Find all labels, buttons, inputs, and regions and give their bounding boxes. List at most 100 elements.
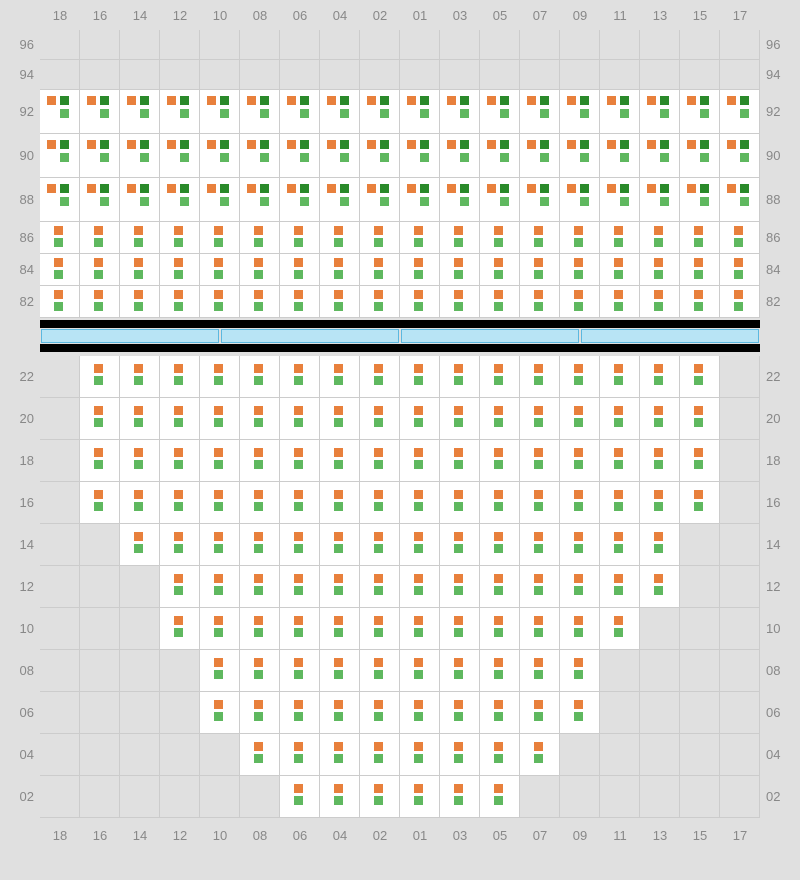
seat-cell[interactable] xyxy=(400,254,440,286)
seat-cell[interactable] xyxy=(520,90,560,134)
seat-cell[interactable] xyxy=(440,524,480,566)
seat-cell[interactable] xyxy=(280,178,320,222)
seat-cell[interactable] xyxy=(240,608,280,650)
seat-cell[interactable] xyxy=(280,608,320,650)
seat-cell[interactable] xyxy=(520,734,560,776)
seat-cell[interactable] xyxy=(240,398,280,440)
seat-cell[interactable] xyxy=(440,286,480,318)
seat-cell[interactable] xyxy=(560,650,600,692)
seat-cell[interactable] xyxy=(360,134,400,178)
seat-cell[interactable] xyxy=(680,440,720,482)
seat-cell[interactable] xyxy=(200,134,240,178)
seat-cell[interactable] xyxy=(400,398,440,440)
seat-cell[interactable] xyxy=(560,692,600,734)
seat-cell[interactable] xyxy=(360,356,400,398)
seat-cell[interactable] xyxy=(600,608,640,650)
seat-cell[interactable] xyxy=(360,482,400,524)
seat-cell[interactable] xyxy=(200,482,240,524)
seat-cell[interactable] xyxy=(240,286,280,318)
seat-cell[interactable] xyxy=(120,254,160,286)
seat-cell[interactable] xyxy=(440,776,480,818)
seat-cell[interactable] xyxy=(240,482,280,524)
seat-cell[interactable] xyxy=(280,254,320,286)
seat-cell[interactable] xyxy=(480,524,520,566)
seat-cell[interactable] xyxy=(560,286,600,318)
seat-cell[interactable] xyxy=(480,692,520,734)
seat-cell[interactable] xyxy=(440,734,480,776)
seat-cell[interactable] xyxy=(40,222,80,254)
seat-cell[interactable] xyxy=(440,566,480,608)
seat-cell[interactable] xyxy=(520,356,560,398)
seat-cell[interactable] xyxy=(80,178,120,222)
seat-cell[interactable] xyxy=(560,482,600,524)
seat-cell[interactable] xyxy=(640,524,680,566)
seat-cell[interactable] xyxy=(120,356,160,398)
seat-cell[interactable] xyxy=(520,650,560,692)
seat-cell[interactable] xyxy=(360,178,400,222)
seat-cell[interactable] xyxy=(520,440,560,482)
seat-cell[interactable] xyxy=(160,286,200,318)
seat-cell[interactable] xyxy=(360,734,400,776)
seat-cell[interactable] xyxy=(640,398,680,440)
seat-cell[interactable] xyxy=(560,254,600,286)
seat-cell[interactable] xyxy=(80,222,120,254)
seat-cell[interactable] xyxy=(560,356,600,398)
seat-cell[interactable] xyxy=(440,692,480,734)
seat-cell[interactable] xyxy=(440,254,480,286)
seat-cell[interactable] xyxy=(360,286,400,318)
seat-cell[interactable] xyxy=(600,356,640,398)
seat-cell[interactable] xyxy=(320,254,360,286)
seat-cell[interactable] xyxy=(720,286,760,318)
seat-cell[interactable] xyxy=(680,178,720,222)
seat-cell[interactable] xyxy=(280,90,320,134)
seat-cell[interactable] xyxy=(480,440,520,482)
seat-cell[interactable] xyxy=(280,650,320,692)
seat-cell[interactable] xyxy=(200,222,240,254)
seat-cell[interactable] xyxy=(400,566,440,608)
seat-cell[interactable] xyxy=(360,776,400,818)
seat-cell[interactable] xyxy=(280,734,320,776)
seat-cell[interactable] xyxy=(680,134,720,178)
seat-cell[interactable] xyxy=(640,286,680,318)
seat-cell[interactable] xyxy=(680,254,720,286)
seat-cell[interactable] xyxy=(240,178,280,222)
seat-cell[interactable] xyxy=(320,566,360,608)
seat-cell[interactable] xyxy=(240,222,280,254)
seat-cell[interactable] xyxy=(640,90,680,134)
seat-cell[interactable] xyxy=(480,254,520,286)
seat-cell[interactable] xyxy=(680,356,720,398)
seat-cell[interactable] xyxy=(400,734,440,776)
seat-cell[interactable] xyxy=(320,524,360,566)
seat-cell[interactable] xyxy=(640,566,680,608)
seat-cell[interactable] xyxy=(400,90,440,134)
seat-cell[interactable] xyxy=(360,398,400,440)
seat-cell[interactable] xyxy=(360,440,400,482)
seat-cell[interactable] xyxy=(160,90,200,134)
seat-cell[interactable] xyxy=(120,90,160,134)
seat-cell[interactable] xyxy=(480,608,520,650)
seat-cell[interactable] xyxy=(120,482,160,524)
seat-cell[interactable] xyxy=(640,134,680,178)
seat-cell[interactable] xyxy=(440,90,480,134)
seat-cell[interactable] xyxy=(480,734,520,776)
seat-cell[interactable] xyxy=(40,286,80,318)
seat-cell[interactable] xyxy=(80,134,120,178)
seat-cell[interactable] xyxy=(40,178,80,222)
seat-cell[interactable] xyxy=(360,524,400,566)
seat-cell[interactable] xyxy=(440,398,480,440)
seat-cell[interactable] xyxy=(480,650,520,692)
seat-cell[interactable] xyxy=(560,440,600,482)
seat-cell[interactable] xyxy=(280,222,320,254)
seat-cell[interactable] xyxy=(480,776,520,818)
seat-cell[interactable] xyxy=(160,356,200,398)
seat-cell[interactable] xyxy=(200,440,240,482)
seat-cell[interactable] xyxy=(480,398,520,440)
seat-cell[interactable] xyxy=(640,440,680,482)
seat-cell[interactable] xyxy=(720,178,760,222)
seat-cell[interactable] xyxy=(360,222,400,254)
seat-cell[interactable] xyxy=(400,222,440,254)
seat-cell[interactable] xyxy=(480,222,520,254)
seat-cell[interactable] xyxy=(280,398,320,440)
seat-cell[interactable] xyxy=(240,254,280,286)
seat-cell[interactable] xyxy=(600,286,640,318)
